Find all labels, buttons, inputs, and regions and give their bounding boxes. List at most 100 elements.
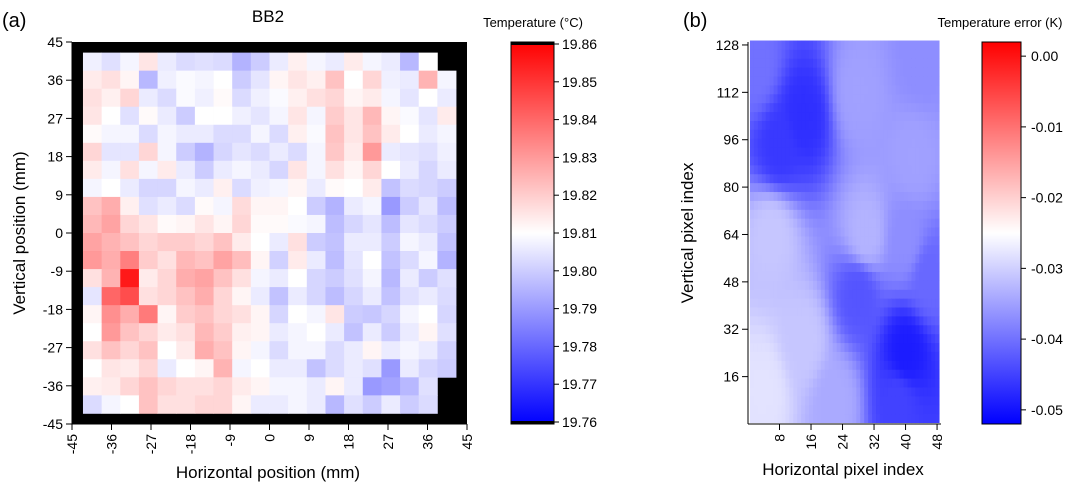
heatmap-b-cell	[923, 182, 928, 193]
heatmap-b-cell	[899, 218, 905, 228]
heatmap-a-cell	[288, 395, 308, 414]
heatmap-b-cell	[895, 227, 901, 237]
heatmap-a-cell	[437, 359, 457, 378]
heatmap-b-cell	[927, 280, 932, 290]
heatmap-b-cell	[883, 76, 889, 86]
heatmap-b-cell	[809, 147, 814, 157]
heatmap-b-cell	[883, 289, 889, 299]
heatmap-b-cell	[919, 218, 924, 228]
heatmap-b-cell	[915, 378, 920, 388]
heatmap-a-cell	[194, 341, 214, 360]
heatmap-b-cell	[907, 369, 912, 379]
heatmap-b-cell	[899, 49, 905, 59]
heatmap-a-cell	[306, 178, 326, 198]
heatmap-a-cell	[82, 377, 103, 396]
heatmap-b-cell	[852, 386, 857, 397]
heatmap-b-cell	[923, 84, 928, 95]
heatmap-a-cell	[400, 359, 420, 378]
heatmap-b-cell	[801, 102, 806, 113]
heatmap-b-cell	[824, 324, 830, 335]
heatmap-b-cell	[801, 378, 806, 388]
panel-b-label: (b)	[683, 10, 707, 32]
heatmap-b-cell	[856, 253, 861, 264]
heatmap-b-cell	[844, 378, 849, 388]
heatmap-b-cell	[927, 351, 932, 361]
heatmap-b-cell	[872, 289, 877, 299]
heatmap-a-cell	[400, 106, 420, 126]
heatmap-b-cell	[931, 111, 936, 121]
heatmap-a-cell	[101, 178, 121, 198]
heatmap-b-cell	[923, 49, 928, 59]
heatmap-b-cell	[805, 58, 810, 68]
heatmap-a-cell	[82, 178, 103, 198]
heatmap-b-cell	[868, 227, 873, 237]
heatmap-b-cell	[856, 129, 861, 139]
heatmap-b-cell	[757, 404, 763, 415]
heatmap-b-cell	[832, 147, 838, 157]
heatmap-b-cell	[789, 351, 794, 361]
heatmap-b-cell	[891, 315, 897, 326]
heatmap-b-cell	[749, 280, 755, 290]
heatmap-b-cell	[903, 76, 909, 86]
heatmap-b-cell	[785, 280, 790, 290]
heatmap-b-cell	[785, 58, 790, 68]
heatmap-b-cell	[883, 102, 889, 113]
heatmap-b-cell	[907, 209, 912, 219]
heatmap-b-cell	[781, 298, 786, 308]
heatmap-b-cell	[836, 298, 842, 308]
heatmap-b-cell	[793, 404, 798, 415]
heatmap-b-cell	[852, 378, 857, 388]
heatmap-b-cell	[749, 111, 755, 121]
heatmap-b-cell	[848, 244, 853, 255]
heatmap-b-cell	[868, 111, 873, 121]
heatmap-b-cell	[769, 235, 775, 246]
heatmap-b-cell	[781, 182, 786, 193]
heatmap-b-cell	[781, 280, 786, 290]
heatmap-a-cell	[362, 395, 382, 414]
heatmap-b-cell	[935, 84, 940, 95]
heatmap-b-cell	[919, 156, 924, 166]
heatmap-b-cell	[753, 209, 759, 219]
heatmap-b-cell	[879, 271, 885, 281]
heatmap-b-cell	[872, 395, 877, 406]
heatmap-b-cell	[812, 413, 818, 424]
heatmap-a-cell	[325, 214, 345, 234]
heatmap-a-cell	[269, 233, 289, 252]
heatmap-b-cell	[879, 138, 885, 148]
heatmap-a-cell	[437, 269, 457, 288]
heatmap-b-cell	[785, 271, 790, 281]
heatmap-b-cell	[828, 298, 834, 308]
heatmap-b-cell	[876, 84, 881, 95]
y-tick-label: -45	[43, 416, 63, 432]
heatmap-b-cell	[864, 298, 869, 308]
heatmap-b-cell	[757, 253, 763, 264]
heatmap-b-cell	[923, 120, 928, 130]
heatmap-a-cell	[82, 269, 103, 288]
heatmap-b-cell	[911, 164, 916, 175]
heatmap-b-cell	[931, 164, 936, 175]
heatmap-b-cell	[805, 360, 810, 370]
heatmap-a-cell	[381, 160, 401, 180]
heatmap-b-cell	[805, 164, 810, 175]
heatmap-b-cell	[856, 49, 861, 59]
heatmap-b-cell	[765, 360, 771, 370]
heatmap-b-cell	[883, 138, 889, 148]
heatmap-b-cell	[797, 315, 802, 326]
heatmap-a-cell	[269, 124, 289, 144]
heatmap-b-cell	[749, 386, 755, 397]
heatmap-b-cell	[816, 360, 822, 370]
heatmap-a-cell	[381, 196, 401, 216]
heatmap-b-cell	[868, 271, 873, 281]
heatmap-b-cell	[801, 404, 806, 415]
heatmap-b-cell	[868, 342, 873, 352]
heatmap-b-cell	[785, 333, 790, 344]
heatmap-a-cell	[82, 251, 103, 270]
heatmap-b-cell	[773, 156, 779, 166]
heatmap-b-cell	[757, 324, 763, 335]
heatmap-b-cell	[757, 298, 763, 308]
heatmap-b-cell	[883, 262, 889, 272]
heatmap-b-cell	[852, 120, 857, 130]
heatmap-b-cell	[801, 351, 806, 361]
heatmap-b-cell	[919, 360, 924, 370]
heatmap-b-cell	[765, 129, 771, 139]
